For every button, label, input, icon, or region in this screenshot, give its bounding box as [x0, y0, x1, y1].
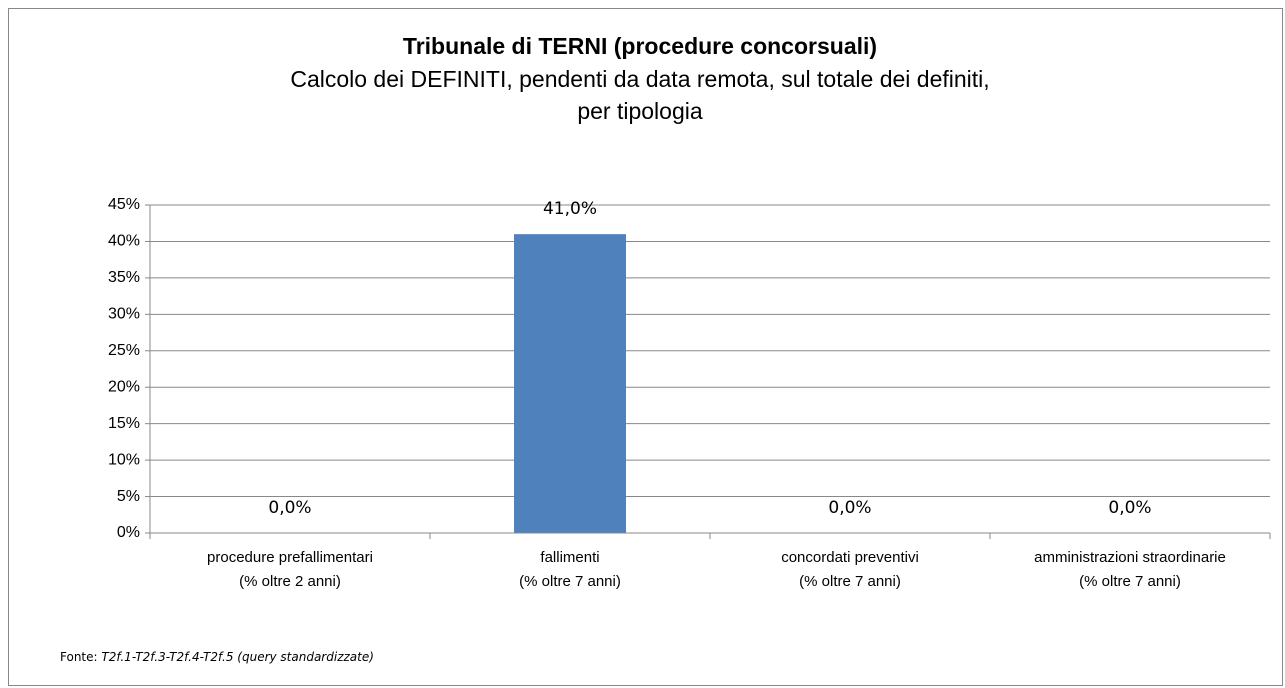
value-label: 0,0%	[828, 498, 871, 518]
y-tick-label: 40%	[108, 233, 140, 250]
chart-subtitle: Calcolo dei DEFINITI, pendenti da data r…	[290, 66, 989, 92]
x-tick-label: procedure prefallimentari	[207, 549, 373, 566]
y-tick-label: 25%	[108, 342, 140, 359]
x-tick-label: (% oltre 7 anni)	[799, 573, 901, 590]
x-tick-label: (% oltre 2 anni)	[239, 573, 341, 590]
value-label: 0,0%	[268, 498, 311, 518]
x-tick-label: concordati preventivi	[781, 549, 919, 566]
x-tick-label: (% oltre 7 anni)	[519, 573, 621, 590]
source-text: T2f.1-T2f.3-T2f.4-T2f.5 (query standardi…	[101, 650, 374, 664]
chart-frame	[8, 8, 1283, 686]
y-tick-label: 15%	[108, 415, 140, 432]
y-tick-label: 35%	[108, 269, 140, 286]
chart-subtitle: per tipologia	[577, 98, 703, 124]
value-label: 41,0%	[543, 199, 597, 219]
value-label: 0,0%	[1108, 498, 1151, 518]
x-tick-label: fallimenti	[540, 549, 599, 566]
y-tick-label: 20%	[108, 378, 140, 395]
y-tick-label: 0%	[117, 524, 140, 541]
bar	[514, 234, 626, 533]
chart-title: Tribunale di TERNI (procedure concorsual…	[403, 33, 877, 59]
x-tick-label: (% oltre 7 anni)	[1079, 573, 1181, 590]
y-tick-label: 45%	[108, 196, 140, 213]
x-tick-label: amministrazioni straordinarie	[1034, 549, 1226, 566]
source-note: Fonte: T2f.1-T2f.3-T2f.4-T2f.5 (query st…	[60, 650, 374, 664]
source-label: Fonte:	[60, 650, 98, 664]
y-tick-label: 5%	[117, 488, 140, 505]
y-tick-label: 30%	[108, 306, 140, 323]
y-tick-label: 10%	[108, 451, 140, 468]
